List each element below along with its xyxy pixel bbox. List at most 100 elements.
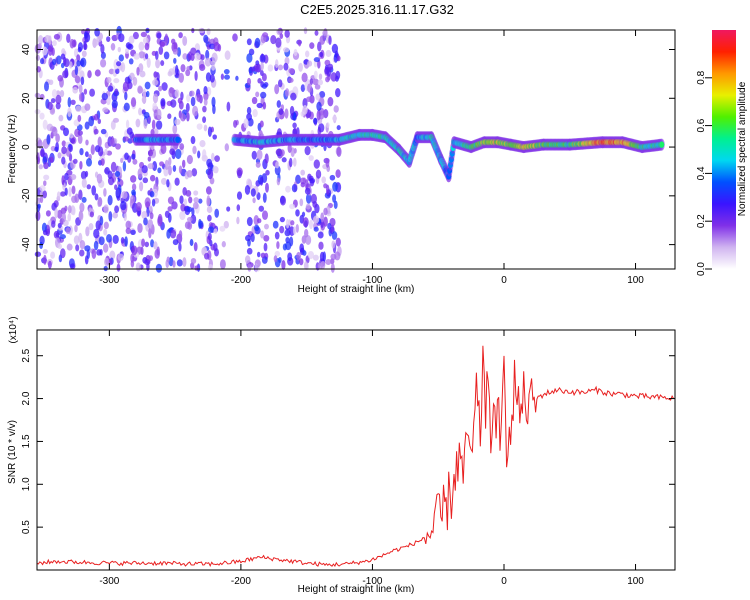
spectrogram-noise-cell: [186, 65, 191, 72]
spectrogram-noise-cell: [327, 96, 334, 107]
spectrogram-noise-cell: [168, 157, 172, 166]
spectrogram-noise-cell: [77, 134, 83, 144]
spectrogram-noise-cell: [137, 168, 143, 179]
spectrogram-noise-cell: [307, 251, 315, 259]
spectrogram-noise-cell: [156, 108, 162, 120]
spectrogram-noise-cell: [143, 111, 150, 118]
spectrogram-noise-cell: [60, 53, 66, 60]
spectrogram-noise-cell: [147, 219, 154, 230]
spectrogram-noise-cell: [114, 205, 120, 214]
spectrogram-noise-cell: [295, 174, 301, 185]
spectrogram-noise-cell: [83, 43, 88, 51]
spectrogram-noise-cell: [110, 161, 117, 173]
spectrogram-noise-cell: [325, 158, 330, 168]
spectrogram-noise-cell: [312, 78, 319, 86]
spectrogram-noise-cell: [207, 126, 212, 137]
spectrogram-noise-cell: [301, 235, 307, 244]
spectrogram-noise-cell: [144, 42, 150, 51]
spectrogram-noise-cell: [313, 226, 319, 232]
spectrogram-noise-cell: [84, 32, 91, 43]
snr-x-tick-label: -200: [231, 576, 251, 587]
spectrogram-noise-cell: [260, 91, 267, 99]
spectrogram-noise-cell: [55, 133, 60, 143]
spectrogram-noise-cell: [74, 65, 79, 76]
spectrogram-noise-cell: [166, 256, 170, 263]
spectrogram-noise-cell: [309, 78, 314, 85]
spectrogram-noise-cell: [285, 185, 291, 193]
spectrogram-noise-cell: [152, 102, 158, 110]
spectrogram-noise-cell: [262, 32, 269, 38]
spectrogram-noise-cell: [202, 105, 207, 113]
spectrogram-noise-cell: [140, 31, 148, 38]
spectrogram-noise-cell: [80, 57, 87, 68]
spectrogram-noise-cell: [191, 168, 198, 177]
spectrogram-noise-cell: [138, 107, 142, 116]
spectrogram-noise-cell: [37, 43, 42, 50]
spectrogram-noise-cell: [166, 229, 171, 239]
spectrogram-noise-cell: [99, 248, 103, 256]
spectrogram-noise-cell: [143, 217, 148, 226]
spectrogram-noise-cell: [54, 146, 59, 152]
spectrogram-noise-cell: [331, 231, 338, 240]
spectrogram-noise-cell: [330, 253, 337, 261]
spectrogram-noise-cell: [148, 205, 153, 212]
spectrogram-noise-cell: [219, 225, 226, 232]
spectrogram-noise-cell: [317, 126, 322, 136]
spectrogram-noise-cell: [93, 113, 99, 121]
spectrogram-noise-cell: [304, 50, 310, 58]
spectrogram-noise-cell: [335, 70, 341, 80]
spectrogram-noise-cell: [94, 145, 101, 153]
spectrogram-noise-cell: [256, 102, 263, 109]
spectrogram-noise-cell: [260, 62, 264, 71]
spectrogram-noise-cell: [137, 223, 143, 234]
spectrogram-noise-cell: [79, 239, 86, 250]
spectrogram-noise-cell: [43, 162, 49, 170]
spectrogram-noise-cell: [293, 48, 298, 57]
spectrogram-noise-cell: [118, 33, 125, 43]
spectrogram-noise-cell: [243, 118, 249, 129]
spectrogram-noise-cell: [232, 33, 238, 42]
spectrogram-noise-cell: [178, 32, 183, 39]
spectrogram-noise-cell: [284, 29, 290, 38]
spectrogram-noise-cell: [309, 177, 316, 184]
spectrogram-noise-cell: [132, 31, 139, 40]
spectrogram-noise-cell: [71, 185, 76, 195]
spectrogram-noise-cell: [194, 52, 201, 61]
spectrogram-noise-cell: [206, 158, 213, 168]
spectrogram-noise-cell: [258, 205, 265, 212]
spectrogram-noise-cell: [319, 90, 326, 99]
spectrogram-noise-cell: [152, 161, 158, 172]
spectrogram-noise-cell: [130, 229, 136, 236]
spectrogram-noise-cell: [148, 149, 154, 157]
spectrogram-noise-cell: [47, 45, 53, 56]
spectrogram-noise-cell: [199, 139, 206, 148]
spectrogram-noise-cell: [187, 221, 193, 230]
spectrogram-noise-cell: [56, 90, 61, 96]
spectrogram-noise-cell: [107, 85, 114, 92]
spectrogram-noise-cell: [34, 251, 42, 257]
spectrogram-noise-cell: [262, 210, 268, 220]
spectrogram-noise-cell: [178, 165, 183, 174]
spectrogram-noise-cell: [329, 174, 336, 181]
spectrogram-noise-cell: [325, 122, 330, 128]
spectrogram-noise-cell: [58, 114, 64, 122]
spectrogram-noise-cell: [42, 229, 48, 236]
spectrogram-noise-cell: [59, 89, 65, 98]
spectrogram-noise-cell: [197, 150, 201, 159]
snr-x-tick-label: 0: [501, 576, 507, 587]
spectrogram-noise-cell: [299, 243, 305, 253]
spectrogram-noise-cell: [202, 116, 207, 123]
spectrogram-noise-cell: [236, 216, 240, 225]
spectrogram-noise-cell: [167, 113, 172, 120]
spectrogram-noise-cell: [93, 240, 99, 251]
spectrogram-noise-cell: [246, 53, 253, 63]
spectrogram-noise-cell: [276, 100, 281, 108]
spectrogram-noise-cell: [278, 108, 284, 116]
spectrogram-noise-cell: [302, 250, 307, 256]
spectrogram-noise-cell: [321, 176, 327, 184]
spectrogram-noise-cell: [287, 252, 293, 262]
spectrogram-noise-cell: [226, 206, 231, 212]
colorbar: 0.0 0.2 0.4 0.6 0.8 Normalized spectral ampl…: [696, 30, 748, 276]
spectrogram-noise-cell: [40, 147, 45, 158]
